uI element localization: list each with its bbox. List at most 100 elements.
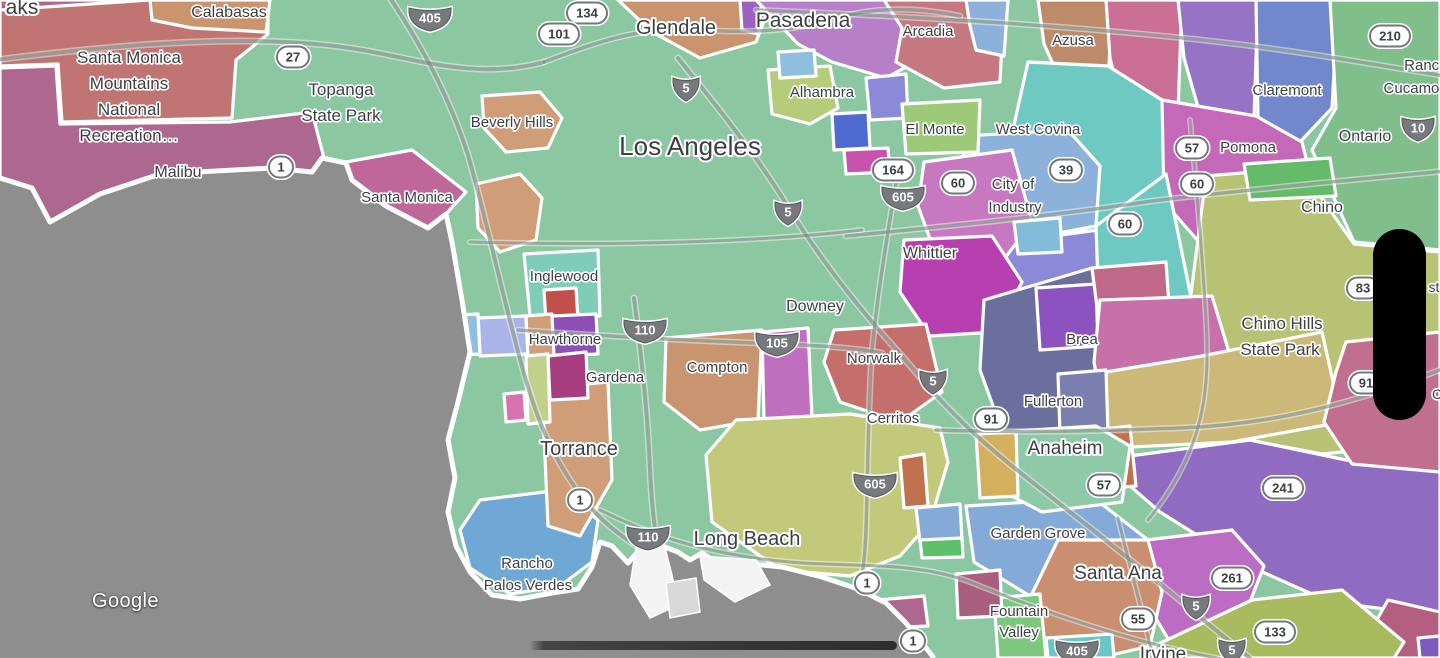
interstate-shield-badge <box>626 526 670 551</box>
city-label: Arcadia <box>903 23 955 40</box>
port-landfill <box>699 555 772 603</box>
interstate-shield: 5 <box>917 368 949 397</box>
interstate-shield-number: 405 <box>419 11 441 26</box>
city-label: City of <box>992 176 1035 193</box>
map-region-corner-purple[interactable] <box>1416 634 1440 658</box>
route-shield-badge <box>854 571 880 595</box>
road-line <box>468 228 864 245</box>
map-region-calabasas[interactable] <box>148 0 272 34</box>
route-shield-number: 261 <box>1221 571 1243 586</box>
route-shield: 39 <box>1047 157 1085 183</box>
map-region-beverly-hills[interactable] <box>480 90 564 154</box>
map-region-el-monte[interactable] <box>900 98 982 156</box>
interstate-shield-number: 110 <box>635 323 656 338</box>
map-region-lawndale-olive[interactable] <box>524 352 552 426</box>
city-label: Santa Ana <box>1074 563 1162 584</box>
route-shield-badge <box>1369 24 1411 48</box>
map-region-los-alamitos-orange[interactable] <box>898 452 930 510</box>
map-region-gardena-magenta[interactable] <box>546 350 590 402</box>
map-region-chino-green-patch[interactable] <box>1242 156 1338 202</box>
route-shield-number: 210 <box>1379 29 1401 44</box>
map-region-culver[interactable] <box>474 172 544 254</box>
city-label: Compton <box>687 359 748 376</box>
city-label: Santa Monica <box>361 189 453 206</box>
city-label: Fullerton <box>1024 393 1082 410</box>
route-shield: 57 <box>1085 472 1123 498</box>
map-region-santa-monica-mtns-nra[interactable] <box>0 0 270 124</box>
map-region-san-dimas[interactable] <box>1176 0 1260 120</box>
city-label: Alhambra <box>790 84 855 101</box>
interstate-shield-badge <box>408 7 452 32</box>
map-region-alhambra[interactable] <box>766 64 840 126</box>
interstate-shield: 5 <box>670 75 702 104</box>
route-shield: 241 <box>1260 475 1306 501</box>
interstate-shield: 110 <box>624 524 672 553</box>
map-region-fountain-valley-green[interactable] <box>992 592 1048 658</box>
port-landfill <box>665 577 701 619</box>
city-label: Chino Hills <box>1241 314 1322 333</box>
map-region-anaheim-hills[interactable] <box>1098 438 1440 618</box>
interstate-shield-badge <box>853 473 897 498</box>
route-shield-badge <box>276 45 310 69</box>
road-line <box>542 7 962 64</box>
interstate-shield-badge <box>1182 595 1210 620</box>
interstate-shield-number: 5 <box>682 81 689 96</box>
route-shield: 164 <box>870 157 916 183</box>
route-shield-badge <box>941 171 975 195</box>
map-region-whittier-blue-patch[interactable] <box>1012 216 1064 256</box>
route-shield: 1 <box>898 628 928 654</box>
city-label: Pasadena <box>756 9 851 32</box>
route-shield-badge <box>1175 136 1209 160</box>
route-shield-badge <box>567 488 593 512</box>
route-shield-badge <box>538 22 580 46</box>
city-label: Los Angeles <box>619 131 761 161</box>
city-label: Azusa <box>1052 32 1094 49</box>
route-shield-number: 1 <box>863 576 870 591</box>
map-region-torrance-tan[interactable] <box>540 380 614 538</box>
city-label: Rancho <box>1404 57 1440 74</box>
map-region-monterey-park-blue[interactable] <box>830 110 872 152</box>
city-label: Garden Grove <box>990 525 1085 542</box>
map-region-claremont[interactable] <box>1254 0 1340 144</box>
route-shield: 60 <box>1106 211 1144 237</box>
city-label: Topanga <box>308 80 374 99</box>
route-shield-number: 1 <box>909 634 916 649</box>
google-watermark-logo[interactable]: Google <box>92 590 159 612</box>
interstate-shield: 605 <box>879 184 927 213</box>
city-label: Cerritos <box>867 410 920 427</box>
scroll-indicator[interactable] <box>529 641 897 650</box>
interstate-shield-number: 5 <box>929 374 936 389</box>
map-region-los-alamitos-blue[interactable] <box>914 502 964 544</box>
route-shield: 57 <box>1173 135 1211 161</box>
city-label: El Monte <box>905 121 964 138</box>
city-label: State Park <box>1240 340 1320 359</box>
route-shield: 261 <box>1209 565 1255 591</box>
city-label: Whittier <box>903 245 958 262</box>
route-shield-badge <box>268 155 294 179</box>
interstate-shield: 5 <box>1216 637 1248 658</box>
route-shield-number: 27 <box>286 50 300 65</box>
road-line <box>388 0 660 564</box>
map-region-pink-patch-sw[interactable] <box>502 390 528 424</box>
city-label: Palos Verdes <box>484 577 572 594</box>
city-label: Gardena <box>586 369 645 386</box>
route-shield-number: 133 <box>1264 625 1286 640</box>
redaction-pill <box>1373 229 1426 420</box>
route-shield-number: 60 <box>1118 217 1132 232</box>
city-label: Malibu <box>154 164 201 181</box>
road-line <box>516 328 884 355</box>
interstate-shield-number: 105 <box>766 336 788 351</box>
map-region-compton[interactable] <box>662 328 764 432</box>
city-label: Mountains <box>90 74 168 93</box>
interstate-shield-number: 5 <box>1228 643 1235 658</box>
city-label: st <box>1429 279 1440 295</box>
map-region-los-alamitos-green[interactable] <box>918 536 965 560</box>
interstate-shield-number: 405 <box>1066 644 1088 658</box>
road-line <box>0 39 546 72</box>
interstate-shield-badge <box>755 332 799 357</box>
map-region-alhambra-sky[interactable] <box>776 48 818 80</box>
city-label: Chino <box>1301 199 1343 216</box>
road-line <box>860 170 900 577</box>
